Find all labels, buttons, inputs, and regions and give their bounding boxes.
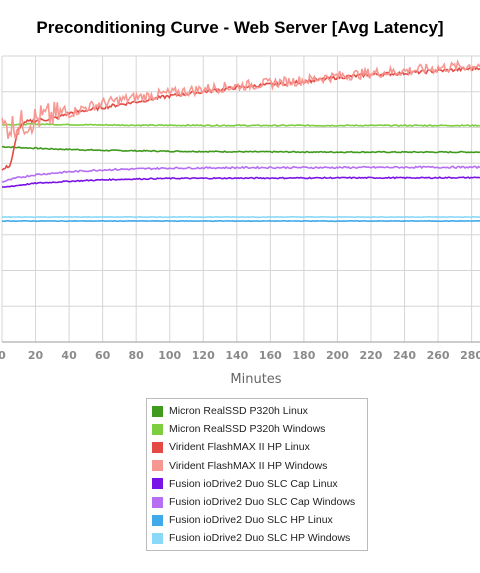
legend-label: Fusion ioDrive2 Duo SLC HP Windows	[169, 532, 351, 545]
legend-label: Fusion ioDrive2 Duo SLC HP Linux	[169, 514, 333, 527]
x-tick-label: 200	[326, 349, 349, 362]
legend-label: Virident FlashMAX II HP Windows	[169, 459, 328, 472]
series-layer	[1, 59, 480, 223]
legend-label: Fusion ioDrive2 Duo SLC Cap Windows	[169, 496, 356, 509]
series-line-1	[2, 145, 480, 154]
legend-item: Micron RealSSD P320h Linux	[147, 402, 367, 420]
tick-layer: 0 20 40 60 80 100 120 140 160 180 200 220 240 260 280	[0, 349, 480, 362]
legend-label: Micron RealSSD P320h Windows	[169, 423, 326, 436]
legend-item: Micron RealSSD P320h Windows	[147, 420, 367, 438]
x-tick-label: 280	[460, 349, 480, 362]
legend-item: Fusion ioDrive2 Duo SLC Cap Linux	[147, 475, 367, 493]
x-tick-label: 60	[95, 349, 111, 362]
legend-item: Fusion ioDrive2 Duo SLC HP Windows	[147, 529, 367, 547]
x-tick-label: 120	[192, 349, 215, 362]
legend-swatch	[152, 496, 163, 508]
x-tick-label: 20	[28, 349, 44, 362]
x-tick-label: 100	[158, 349, 181, 362]
series-line-4	[1, 59, 480, 140]
x-tick-label: 160	[259, 349, 282, 362]
legend-swatch	[152, 514, 163, 526]
legend-item: Virident FlashMAX II HP Linux	[147, 438, 367, 456]
legend-item: Virident FlashMAX II HP Windows	[147, 457, 367, 475]
chart-title: Preconditioning Curve - Web Server [Avg …	[36, 18, 444, 37]
plot-area: 0 20 40 60 80 100 120 140 160 180 200 220 240 260 280 …	[0, 55, 480, 387]
x-tick-label: 40	[61, 349, 77, 362]
legend-swatch	[152, 441, 163, 453]
legend-swatch	[152, 460, 163, 472]
series-line-6	[1, 165, 480, 183]
grid-layer	[1, 55, 480, 343]
legend-label: Micron RealSSD P320h Linux	[169, 405, 308, 418]
series-line-8	[1, 215, 480, 219]
x-tick-label: 140	[225, 349, 248, 362]
legend-label: Virident FlashMAX II HP Linux	[169, 441, 310, 454]
x-tick-label: 240	[393, 349, 416, 362]
x-tick-label: 260	[427, 349, 450, 362]
legend-item: Fusion ioDrive2 Duo SLC Cap Windows	[147, 493, 367, 511]
series-line-3	[1, 65, 480, 171]
x-tick-label: 220	[359, 349, 382, 362]
series-line-2	[1, 122, 480, 127]
legend-swatch	[152, 478, 163, 490]
legend-swatch	[152, 532, 163, 544]
x-tick-label: 80	[129, 349, 145, 362]
legend-label: Fusion ioDrive2 Duo SLC Cap Linux	[169, 477, 338, 490]
legend-swatch	[152, 423, 163, 435]
series-line-5	[1, 176, 480, 188]
x-axis-title: Minutes	[230, 372, 281, 387]
legend-swatch	[152, 405, 163, 417]
series-line-7	[1, 219, 480, 223]
legend: Micron RealSSD P320h Linux Micron RealSSD…	[146, 398, 368, 551]
x-tick-label: 0	[0, 349, 6, 362]
x-tick-label: 180	[292, 349, 315, 362]
legend-item: Fusion ioDrive2 Duo SLC HP Linux	[147, 511, 367, 529]
